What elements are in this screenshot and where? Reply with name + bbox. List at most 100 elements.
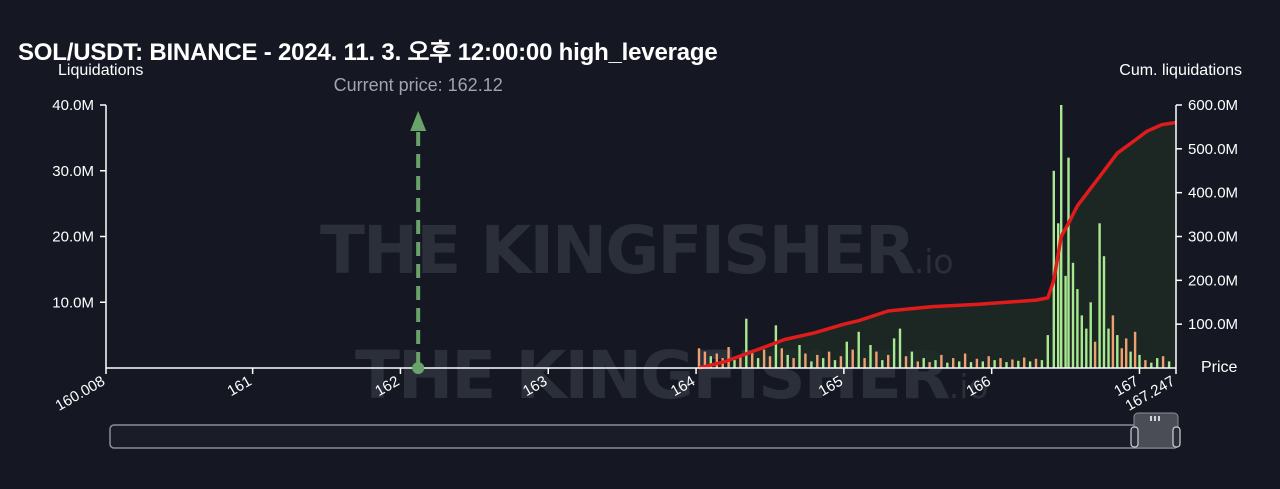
right-tick-label: 600.0M bbox=[1188, 97, 1238, 114]
bar bbox=[946, 362, 949, 368]
bar bbox=[1089, 302, 1092, 369]
bar bbox=[1125, 338, 1128, 368]
bar bbox=[762, 349, 766, 368]
bar bbox=[751, 351, 754, 368]
bar bbox=[1017, 360, 1020, 368]
bar bbox=[1034, 358, 1038, 368]
bar bbox=[928, 362, 931, 368]
x-tick-label: 165 bbox=[816, 373, 846, 400]
range-slider-track[interactable] bbox=[109, 424, 1179, 449]
bar bbox=[1057, 223, 1060, 368]
bar bbox=[1011, 359, 1014, 368]
bar bbox=[810, 361, 813, 368]
bar bbox=[881, 360, 884, 368]
bar bbox=[910, 351, 914, 368]
bar bbox=[1064, 275, 1067, 368]
bar bbox=[1138, 354, 1141, 368]
bar bbox=[839, 356, 843, 368]
bar bbox=[822, 358, 825, 368]
cum-area bbox=[699, 122, 1176, 368]
range-slider-window[interactable] bbox=[1133, 412, 1179, 449]
bar bbox=[969, 362, 973, 368]
bar bbox=[993, 360, 996, 368]
range-slider-handle-right[interactable] bbox=[1172, 426, 1181, 448]
bar bbox=[715, 353, 718, 368]
cum-line-layer bbox=[698, 120, 1177, 370]
bar bbox=[792, 358, 795, 368]
bar bbox=[804, 353, 807, 368]
bar bbox=[1028, 361, 1032, 368]
bar bbox=[963, 353, 967, 368]
bar bbox=[697, 348, 701, 368]
left-tick-label: 30.0M bbox=[52, 163, 94, 180]
x-tick-label: 162 bbox=[372, 373, 402, 400]
bar bbox=[745, 318, 748, 368]
watermark-suffix-bottom: .io bbox=[948, 367, 989, 406]
bar bbox=[1052, 170, 1055, 369]
bar bbox=[1093, 341, 1097, 368]
bar bbox=[1067, 157, 1070, 368]
bar bbox=[863, 358, 866, 368]
bar bbox=[875, 351, 878, 368]
bar bbox=[934, 360, 937, 368]
bar bbox=[780, 348, 783, 368]
bar bbox=[999, 358, 1002, 368]
left-tick-label: 20.0M bbox=[52, 229, 94, 246]
bar bbox=[940, 354, 943, 368]
bar bbox=[1120, 348, 1123, 368]
x-tick-label: 164 bbox=[668, 373, 698, 400]
bar bbox=[1167, 361, 1171, 368]
x-tick-label: 163 bbox=[520, 373, 550, 400]
left-axis-title: Liquidations bbox=[58, 62, 144, 79]
watermark-suffix-top: .io bbox=[913, 242, 954, 281]
left-tick-label: 10.0M bbox=[52, 294, 94, 311]
range-slider[interactable] bbox=[109, 412, 1181, 449]
bar bbox=[869, 345, 872, 368]
bar bbox=[975, 358, 979, 368]
bar bbox=[987, 356, 990, 368]
bar bbox=[1150, 362, 1153, 368]
range-slider-handle-left[interactable] bbox=[1130, 426, 1139, 448]
bar bbox=[1005, 362, 1008, 368]
bar bbox=[922, 358, 925, 368]
bar bbox=[1116, 335, 1119, 368]
bar bbox=[1080, 315, 1083, 368]
bar bbox=[1076, 289, 1079, 368]
bar bbox=[1144, 360, 1147, 368]
bar bbox=[768, 356, 772, 368]
right-tick-label: 400.0M bbox=[1188, 185, 1238, 202]
cum-line bbox=[698, 120, 1177, 370]
bar bbox=[952, 358, 955, 368]
bar bbox=[857, 331, 860, 368]
bar bbox=[1023, 357, 1026, 368]
x-tick-label: 161 bbox=[224, 373, 254, 400]
bar bbox=[898, 328, 902, 368]
bar bbox=[786, 354, 789, 368]
bar bbox=[1156, 358, 1159, 368]
current-price-arrow bbox=[410, 111, 427, 131]
bar bbox=[733, 360, 736, 368]
bar bbox=[892, 338, 896, 368]
current-price-label: Current price: 162.12 bbox=[334, 75, 503, 95]
right-axis-title: Cum. liquidations bbox=[1119, 62, 1242, 79]
bar bbox=[1133, 331, 1137, 368]
bar bbox=[1071, 262, 1075, 368]
bar bbox=[851, 349, 854, 368]
bar bbox=[845, 341, 848, 368]
bar bbox=[1046, 335, 1049, 368]
right-tick-label: 500.0M bbox=[1188, 141, 1238, 158]
chart-title: SOL/USDT: BINANCE - 2024. 11. 3. 오후 12:0… bbox=[18, 39, 718, 66]
bar bbox=[958, 361, 961, 368]
right-tick-label: 200.0M bbox=[1188, 272, 1238, 289]
bar bbox=[703, 351, 707, 368]
bar bbox=[981, 361, 984, 368]
bar bbox=[1111, 315, 1115, 368]
bar bbox=[833, 360, 837, 368]
current-price-dot bbox=[412, 362, 425, 374]
bar bbox=[816, 354, 819, 368]
right-tick-label: 300.0M bbox=[1188, 229, 1238, 246]
bar bbox=[739, 354, 742, 368]
bar bbox=[1107, 328, 1110, 368]
left-tick-label: 40.0M bbox=[52, 97, 94, 114]
bar bbox=[887, 354, 890, 368]
